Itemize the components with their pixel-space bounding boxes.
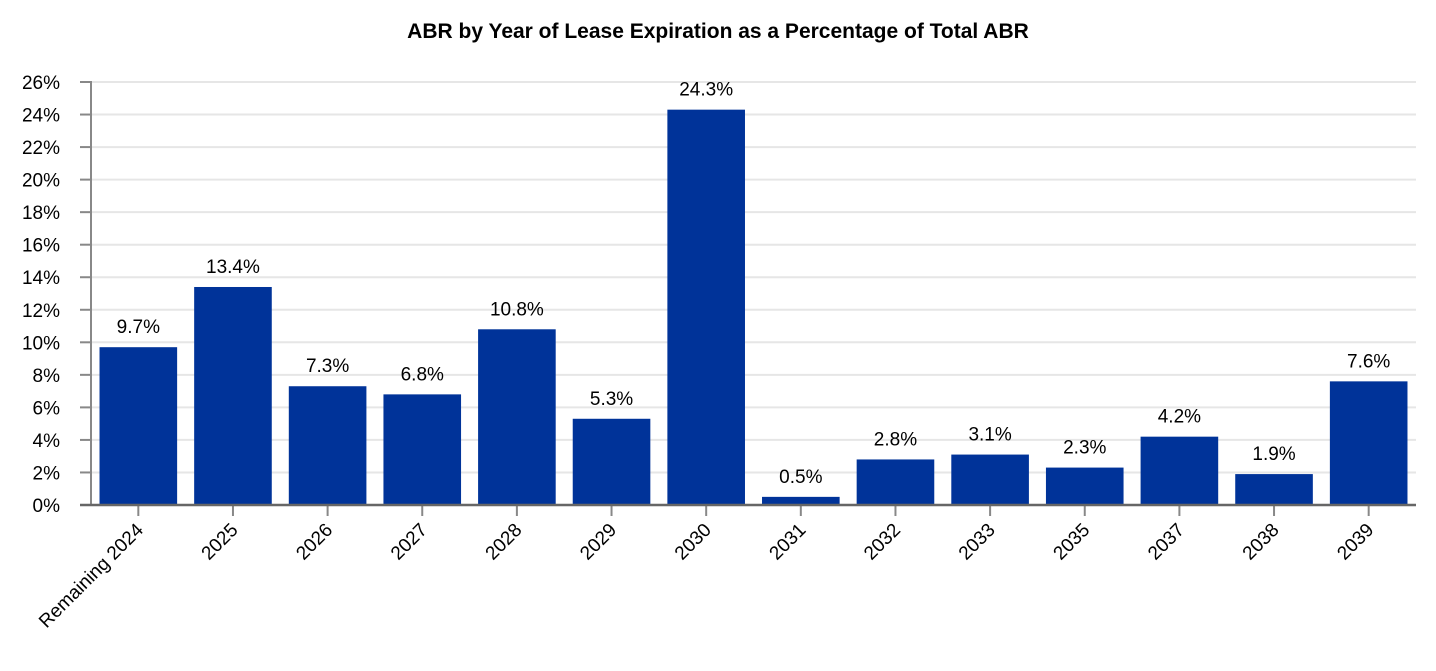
- bar: [951, 454, 1029, 505]
- y-tick-label: 16%: [22, 236, 60, 257]
- data-label: 2.8%: [874, 429, 917, 450]
- y-tick-label: 12%: [22, 301, 60, 322]
- bar: [572, 418, 651, 505]
- bar: [856, 459, 935, 505]
- x-tick-label: 2033: [955, 520, 1000, 565]
- data-label: 24.3%: [679, 80, 733, 101]
- y-tick-label: 14%: [22, 268, 60, 289]
- x-tick-label: 2031: [766, 520, 811, 565]
- data-label: 6.8%: [401, 364, 444, 385]
- data-label: 2.3%: [1063, 438, 1106, 459]
- data-label: 7.6%: [1347, 351, 1390, 372]
- x-tick-label: 2029: [576, 520, 621, 565]
- data-label: 7.3%: [306, 356, 349, 377]
- bar: [1329, 381, 1408, 505]
- bar: [667, 109, 745, 506]
- y-tick-label: 26%: [22, 73, 60, 94]
- bar: [99, 347, 178, 505]
- y-tick-label: 4%: [33, 431, 61, 452]
- bar: [194, 286, 272, 505]
- y-tick-label: 8%: [33, 366, 61, 387]
- data-label: 13.4%: [206, 257, 260, 278]
- x-tick-label: 2028: [482, 520, 527, 565]
- x-tick-label: 2030: [671, 520, 716, 565]
- x-tick-label: 2039: [1333, 520, 1378, 565]
- data-label: 0.5%: [779, 467, 822, 488]
- x-tick-label: 2032: [860, 520, 905, 565]
- x-tick-label: 2025: [198, 520, 243, 565]
- bar: [1140, 436, 1219, 505]
- x-tick-label: 2038: [1239, 520, 1284, 565]
- data-label: 1.9%: [1252, 444, 1295, 465]
- x-tick-label: Remaining 2024: [35, 519, 148, 632]
- y-tick-label: 2%: [33, 463, 61, 484]
- y-tick-label: 24%: [22, 106, 60, 127]
- x-tick-label: 2035: [1050, 520, 1095, 565]
- bar: [383, 394, 462, 505]
- data-label: 9.7%: [117, 317, 160, 338]
- y-tick-label: 20%: [22, 171, 60, 192]
- data-label: 5.3%: [590, 389, 633, 410]
- data-label: 3.1%: [968, 425, 1011, 446]
- data-label: 4.2%: [1158, 407, 1201, 428]
- y-tick-label: 0%: [33, 496, 61, 517]
- bar: [1045, 467, 1124, 505]
- x-tick-label: 2027: [387, 520, 432, 565]
- y-tick-label: 10%: [22, 333, 60, 354]
- bar: [288, 386, 367, 505]
- bars: [99, 109, 1408, 506]
- bar: [1235, 474, 1313, 505]
- bar: [762, 496, 840, 505]
- y-tick-label: 18%: [22, 203, 60, 224]
- y-tick-label: 6%: [33, 398, 61, 419]
- axes: [80, 81, 1416, 516]
- x-tick-label: 2026: [292, 520, 337, 565]
- chart-title: ABR by Year of Lease Expiration as a Per…: [407, 20, 1029, 43]
- bar: [478, 329, 556, 505]
- x-tick-label: 2037: [1144, 520, 1189, 565]
- y-tick-label: 22%: [22, 138, 60, 159]
- data-label: 10.8%: [490, 299, 544, 320]
